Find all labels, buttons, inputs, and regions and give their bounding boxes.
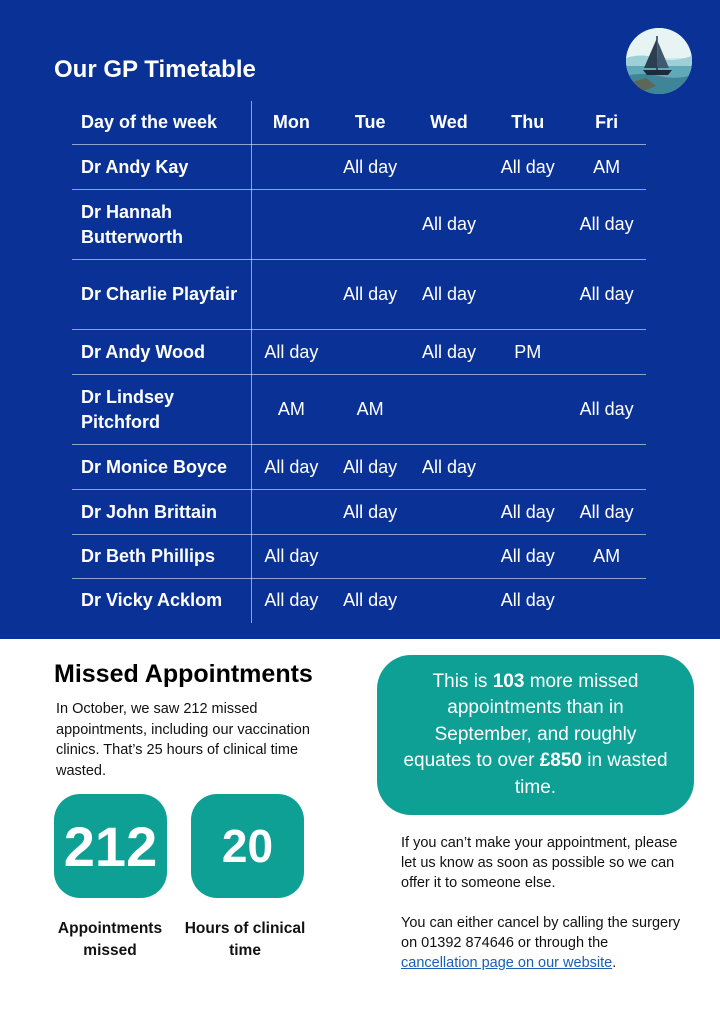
schedule-cell: All day (330, 144, 410, 190)
schedule-cell: All day (330, 489, 410, 535)
callout-text: in wasted time. (514, 750, 668, 798)
table-header-row: Day of the week Mon Tue Wed Thu Fri (72, 101, 646, 145)
schedule-cell (567, 444, 646, 490)
cancellation-page-link[interactable]: cancellation page on our website (401, 955, 613, 971)
schedule-cell: AM (251, 374, 331, 445)
table-row: Dr Andy Kay All day All day AM (72, 144, 646, 190)
schedule-cell: All day (409, 259, 489, 330)
schedule-cell: All day (264, 590, 319, 611)
schedule-cell: All day (409, 329, 489, 375)
column-header: Wed (409, 101, 489, 145)
schedule-cell: All day (488, 489, 568, 535)
schedule-cell: AM (567, 144, 646, 190)
schedule-cell (409, 534, 489, 579)
schedule-cell (488, 444, 568, 490)
schedule-cell (251, 489, 331, 535)
schedule-cell (251, 189, 331, 260)
missed-intro-text: In October, we saw 212 missed appointmen… (56, 701, 310, 779)
column-header: Thu (488, 101, 568, 145)
callout-text: This is (432, 670, 493, 692)
callout-highlight: £850 (539, 750, 582, 772)
table-row: Dr Lindsey Pitchford AM AM All day (72, 374, 646, 445)
cancel-request-text: If you can’t make your appointment, plea… (401, 835, 678, 891)
schedule-cell: All day (488, 144, 568, 190)
timetable-title: Our GP Timetable (54, 56, 256, 83)
table-row: Dr Hannah Butterworth All day All day (72, 189, 646, 260)
schedule-cell: All day (251, 444, 331, 490)
column-header: Tue (330, 101, 410, 145)
schedule-cell (488, 374, 568, 445)
schedule-cell: All day (251, 534, 331, 579)
schedule-cell (567, 329, 646, 375)
missed-appointments-heading: Missed Appointments (54, 660, 313, 688)
schedule-cell (330, 329, 410, 375)
schedule-cell: All day (409, 444, 489, 490)
schedule-cell: AM (567, 534, 646, 579)
doctor-name: Dr Vicky Acklom (72, 578, 252, 623)
schedule-cell: All day (488, 534, 568, 579)
schedule-cell: PM (488, 329, 568, 375)
schedule-cell (330, 534, 410, 579)
schedule-cell (567, 579, 646, 623)
schedule-cell (409, 374, 489, 445)
schedule-cell: All day (330, 259, 410, 330)
appointments-missed-label: Appointments missed (57, 920, 163, 959)
comparison-callout: This is 103 more missed appointments tha… (377, 655, 694, 815)
schedule-cell: All day (567, 259, 646, 330)
schedule-cell (409, 144, 489, 190)
schedule-cell (410, 579, 489, 623)
cancel-options-text: You can either cancel by calling the sur… (401, 913, 681, 973)
doctor-name: Dr Lindsey Pitchford (72, 374, 252, 445)
schedule-cell: All day (500, 590, 555, 611)
schedule-cell (251, 259, 331, 330)
schedule-cell (409, 489, 489, 535)
sailboat-logo-icon (626, 28, 692, 94)
schedule-cell: All day (251, 329, 331, 375)
doctor-name: Dr Beth Phillips (72, 534, 252, 579)
doctor-name: Dr John Brittain (72, 489, 252, 535)
timetable-section: Our GP Timetable Day of the week Mon Tue… (0, 0, 720, 639)
table-row: Dr John Brittain All day All day All day (72, 489, 646, 535)
doctor-name: Dr Hannah Butterworth (72, 189, 252, 260)
schedule-cell (488, 189, 568, 260)
schedule-cell: All day (567, 374, 646, 445)
schedule-cell (251, 144, 331, 190)
schedule-cell: All day (343, 590, 398, 611)
clinical-hours-label: Hours of clinical time (184, 920, 306, 959)
table-row: Dr Charlie Playfair All day All day All … (72, 259, 646, 330)
gp-timetable: Day of the week Mon Tue Wed Thu Fri Dr A… (72, 101, 646, 623)
column-header: Mon (251, 101, 331, 145)
callout-highlight: 103 (492, 670, 525, 692)
table-row: Dr Andy Wood All day All day PM (72, 329, 646, 375)
doctor-name: Dr Charlie Playfair (72, 259, 252, 330)
doctor-name: Dr Monice Boyce (72, 444, 252, 490)
appointments-missed-stat: 212 (54, 794, 167, 898)
doctor-name: Dr Andy Kay (72, 144, 252, 190)
table-row: Dr Monice Boyce All day All day All day (72, 444, 646, 490)
table-row: Dr Vicky Acklom All day All day All day (72, 578, 646, 623)
schedule-cell: All day (330, 444, 410, 490)
clinical-hours-stat: 20 (191, 794, 304, 898)
table-row: Dr Beth Phillips All day All day AM (72, 534, 646, 579)
column-header: Fri (567, 101, 646, 145)
schedule-cell: All day (409, 189, 489, 260)
cancel-options-prefix: You can either cancel by calling the sur… (401, 915, 681, 951)
schedule-cell (330, 189, 410, 260)
cancel-options-suffix: . (612, 955, 617, 971)
callout-text: more missed appointments than in Septemb… (403, 670, 639, 772)
schedule-cell: All day (567, 189, 646, 260)
doctor-name: Dr Andy Wood (72, 329, 252, 375)
schedule-cell: AM (330, 374, 410, 445)
schedule-cell: All day (567, 489, 646, 535)
schedule-cell (488, 259, 568, 330)
column-header: Day of the week (72, 101, 252, 145)
